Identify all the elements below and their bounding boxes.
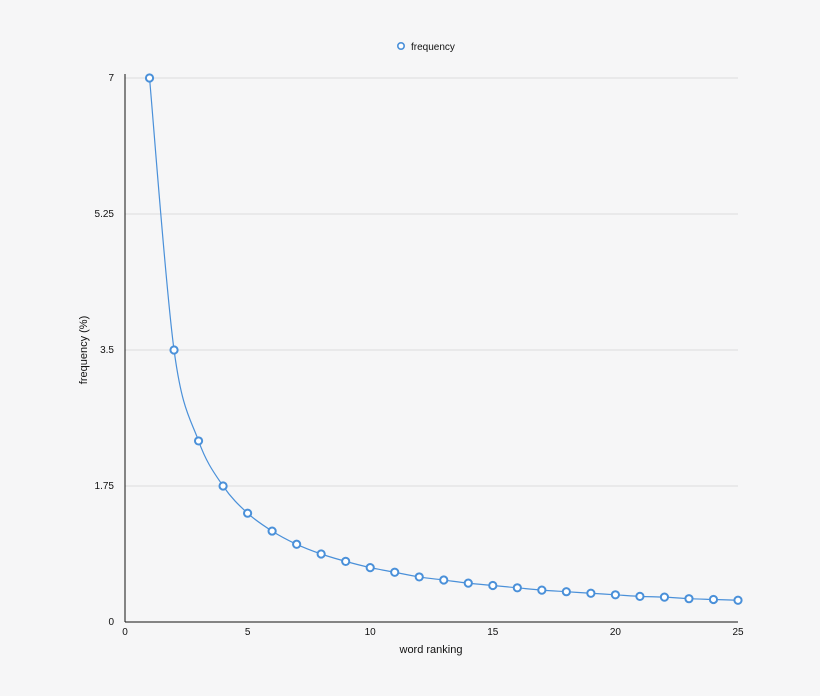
data-point: [537, 585, 547, 595]
x-tick-label: 20: [610, 627, 622, 638]
y-tick-label: 7: [108, 73, 114, 84]
y-axis-title: frequency (%): [78, 316, 90, 384]
data-point: [586, 588, 596, 598]
data-point: [733, 595, 743, 605]
gridlines: [125, 77, 738, 487]
series-line: [148, 77, 739, 601]
data-point: [292, 539, 302, 549]
data-point: [169, 345, 179, 355]
x-tick-labels: 0 5 10 15 20 25: [122, 627, 744, 638]
data-point: [267, 526, 277, 536]
y-tick-label: 3.5: [100, 345, 114, 356]
x-axis-title: word ranking: [399, 644, 463, 656]
data-point: [414, 572, 424, 582]
series-frequency: [144, 73, 743, 605]
data-point: [218, 481, 228, 491]
data-point: [659, 592, 670, 602]
data-point: [316, 549, 326, 559]
y-tick-label: 1.75: [95, 481, 115, 492]
data-point: [390, 567, 400, 577]
axes: [124, 74, 738, 623]
data-point: [684, 594, 694, 604]
x-tick-label: 10: [365, 627, 377, 638]
data-point: [341, 556, 351, 566]
y-tick-label: 5.25: [95, 209, 115, 220]
x-tick-label: 0: [122, 627, 128, 638]
x-tick-label: 25: [732, 627, 744, 638]
data-point: [512, 583, 522, 593]
data-point: [463, 578, 473, 588]
data-point: [488, 580, 498, 591]
y-tick-label: 0: [108, 617, 114, 628]
data-point: [610, 590, 621, 600]
data-point: [144, 73, 155, 83]
x-tick-label: 15: [487, 627, 499, 638]
data-point: [708, 594, 719, 605]
data-point: [365, 563, 375, 573]
data-point: [635, 591, 645, 601]
data-point: [561, 587, 571, 597]
legend-label-frequency: frequency: [411, 42, 455, 53]
data-point: [193, 436, 204, 446]
x-tick-label: 5: [245, 627, 251, 638]
y-tick-labels: 0 1.75 3.5 5.25 7: [95, 73, 115, 628]
data-point: [243, 508, 253, 518]
legend: frequency: [396, 41, 455, 53]
legend-marker: [396, 41, 405, 50]
data-point: [439, 575, 449, 585]
